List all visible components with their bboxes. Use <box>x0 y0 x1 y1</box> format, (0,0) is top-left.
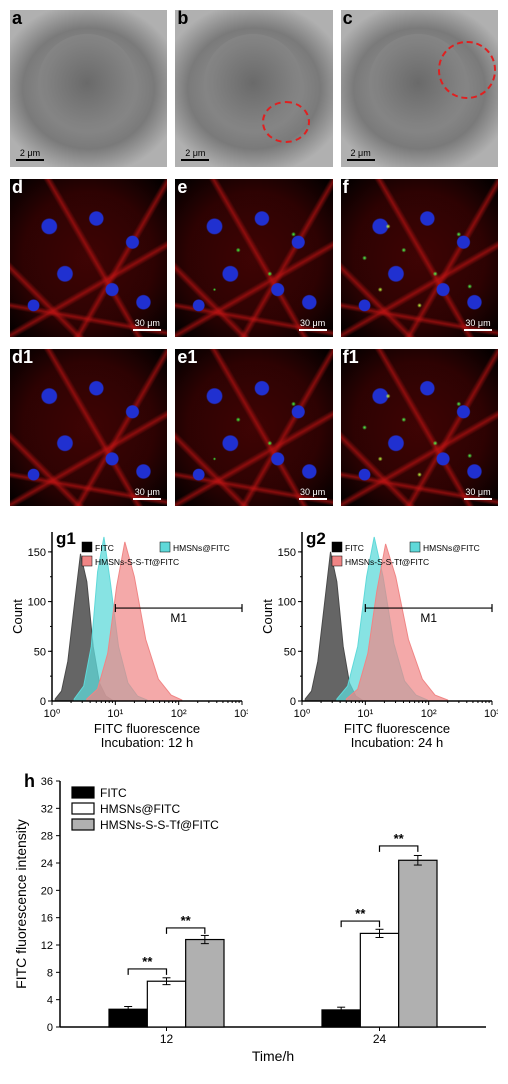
scalebar-text: 30 μm <box>135 319 160 328</box>
svg-text:8: 8 <box>47 967 53 979</box>
svg-text:12: 12 <box>41 940 53 952</box>
svg-text:FITC: FITC <box>95 543 114 553</box>
svg-text:Time/h: Time/h <box>252 1048 294 1064</box>
svg-text:10³: 10³ <box>234 708 248 720</box>
scalebar-text: 30 μm <box>135 488 160 497</box>
scalebar-text: 30 μm <box>300 319 325 328</box>
svg-text:FITC fluorescence intensity: FITC fluorescence intensity <box>13 819 29 989</box>
panel-e1: e1 30 μm <box>175 349 332 506</box>
panel-f: f 30 μm <box>341 179 498 336</box>
svg-text:**: ** <box>181 913 192 928</box>
svg-text:Count: Count <box>260 599 275 634</box>
svg-text:100: 100 <box>278 597 296 609</box>
svg-text:FITC fluorescence: FITC fluorescence <box>94 721 200 736</box>
svg-text:HMSNs-S-S-Tf@FITC: HMSNs-S-S-Tf@FITC <box>345 557 429 567</box>
svg-text:0: 0 <box>47 1022 53 1034</box>
scalebar-e1: 30 μm <box>299 488 327 500</box>
svg-text:h: h <box>24 771 35 791</box>
svg-text:10⁰: 10⁰ <box>44 708 61 720</box>
svg-text:36: 36 <box>41 776 53 788</box>
annotation-circle-c <box>438 41 495 98</box>
bar-chart-h: 0 4 8 12 16 20 24 28 32 36 12 24 ** ** ** ** Time/h FITC … <box>10 769 498 1074</box>
panel-d: d 30 μm <box>10 179 167 336</box>
panel-label-f: f <box>343 179 349 198</box>
svg-text:50: 50 <box>284 646 296 658</box>
svg-text:150: 150 <box>278 547 296 559</box>
svg-text:Incubation: 12 h: Incubation: 12 h <box>101 735 194 749</box>
svg-text:HMSNs-S-S-Tf@FITC: HMSNs-S-S-Tf@FITC <box>95 557 179 567</box>
svg-text:FITC fluorescence: FITC fluorescence <box>344 721 450 736</box>
scalebar-b: 2 μm <box>181 149 209 161</box>
svg-text:12: 12 <box>160 1032 174 1046</box>
tem-row: a 2 μm b 2 μm c 2 μm <box>10 10 498 167</box>
svg-text:M1: M1 <box>420 611 437 625</box>
scalebar-f1: 30 μm <box>464 488 492 500</box>
annotation-circle-b <box>262 101 310 143</box>
svg-text:4: 4 <box>47 995 53 1007</box>
scalebar-text: 2 μm <box>185 149 205 158</box>
svg-text:g1: g1 <box>56 529 76 548</box>
svg-text:10¹: 10¹ <box>107 708 123 720</box>
panel-label-a: a <box>12 10 22 29</box>
svg-text:10¹: 10¹ <box>357 708 373 720</box>
scalebar-text: 30 μm <box>300 488 325 497</box>
svg-text:HMSNs@FITC: HMSNs@FITC <box>173 543 230 553</box>
scalebar-e: 30 μm <box>299 319 327 331</box>
svg-text:**: ** <box>142 954 153 969</box>
svg-text:24: 24 <box>41 858 53 870</box>
panel-label-c: c <box>343 10 353 29</box>
plot-g1: 0 50 100 150 10⁰ 10¹ 10² 10³ M1 FITC fluorescence… <box>10 524 248 749</box>
svg-text:**: ** <box>394 831 405 846</box>
svg-text:0: 0 <box>290 696 296 708</box>
panel-d1: d1 30 μm <box>10 349 167 506</box>
panel-label-d1: d1 <box>12 349 33 368</box>
svg-text:Incubation: 24 h: Incubation: 24 h <box>351 735 444 749</box>
panel-e: e 30 μm <box>175 179 332 336</box>
panel-label-d: d <box>12 179 23 198</box>
svg-text:28: 28 <box>41 831 53 843</box>
scalebar-text: 30 μm <box>465 319 490 328</box>
svg-text:0: 0 <box>40 696 46 708</box>
panel-a: a 2 μm <box>10 10 167 167</box>
scalebar-text: 30 μm <box>465 488 490 497</box>
svg-text:HMSNs@FITC: HMSNs@FITC <box>100 802 181 816</box>
svg-text:10²: 10² <box>171 708 187 720</box>
svg-text:100: 100 <box>28 597 46 609</box>
svg-text:20: 20 <box>41 885 53 897</box>
svg-text:FITC: FITC <box>100 786 127 800</box>
panel-label-f1: f1 <box>343 349 359 368</box>
svg-text:**: ** <box>355 906 366 921</box>
scalebar-d1: 30 μm <box>133 488 161 500</box>
scalebar-text: 2 μm <box>20 149 40 158</box>
flow-plot-row: 0 50 100 150 10⁰ 10¹ 10² 10³ M1 FITC fluorescence… <box>10 524 498 749</box>
svg-text:10⁰: 10⁰ <box>294 708 311 720</box>
panel-label-b: b <box>177 10 188 29</box>
svg-text:50: 50 <box>34 646 46 658</box>
panel-label-e: e <box>177 179 187 198</box>
svg-text:FITC: FITC <box>345 543 364 553</box>
panel-c: c 2 μm <box>341 10 498 167</box>
svg-text:Count: Count <box>10 599 25 634</box>
scalebar-text: 2 μm <box>351 149 371 158</box>
panel-f1: f1 30 μm <box>341 349 498 506</box>
panel-label-e1: e1 <box>177 349 197 368</box>
fluo-row-1: d 30 μm e 30 μm f 30 μm <box>10 179 498 336</box>
scalebar-c: 2 μm <box>347 149 375 161</box>
svg-text:HMSNs-S-S-Tf@FITC: HMSNs-S-S-Tf@FITC <box>100 818 219 832</box>
svg-text:HMSNs@FITC: HMSNs@FITC <box>423 543 480 553</box>
plot-g2: 0 50 100 150 10⁰ 10¹ 10² 10³ M1 FITC fluorescence… <box>260 524 498 749</box>
svg-text:g2: g2 <box>306 529 326 548</box>
svg-text:32: 32 <box>41 803 53 815</box>
svg-text:150: 150 <box>28 547 46 559</box>
svg-text:24: 24 <box>373 1032 387 1046</box>
scalebar-a: 2 μm <box>16 149 44 161</box>
panel-b: b 2 μm <box>175 10 332 167</box>
fluo-row-2: d1 30 μm e1 30 μm f1 30 μm <box>10 349 498 506</box>
svg-text:10²: 10² <box>421 708 437 720</box>
scalebar-f: 30 μm <box>464 319 492 331</box>
scalebar-d: 30 μm <box>133 319 161 331</box>
svg-text:16: 16 <box>41 913 53 925</box>
svg-text:M1: M1 <box>170 611 187 625</box>
svg-text:10³: 10³ <box>484 708 498 720</box>
